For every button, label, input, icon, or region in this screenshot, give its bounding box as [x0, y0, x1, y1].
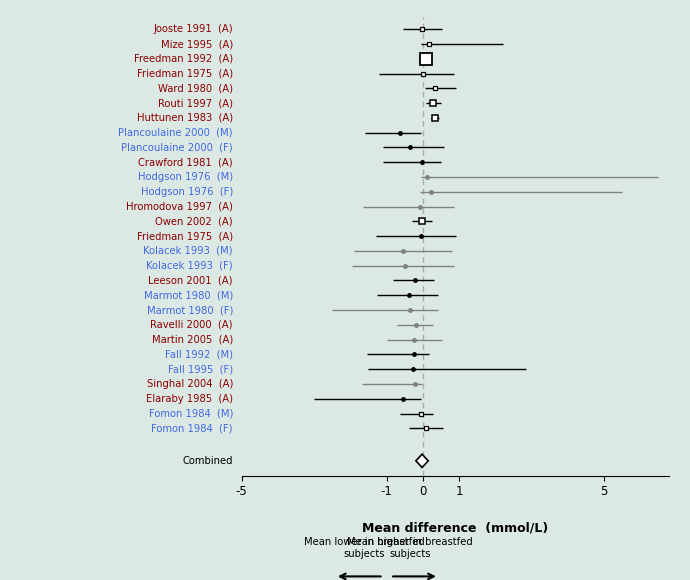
Text: Kolacek 1993  (F): Kolacek 1993 (F): [146, 261, 233, 271]
Text: Leeson 2001  (A): Leeson 2001 (A): [148, 276, 233, 285]
Text: Plancoulaine 2000  (M): Plancoulaine 2000 (M): [119, 128, 233, 137]
Text: Marmot 1980  (M): Marmot 1980 (M): [144, 290, 233, 300]
Text: Fomon 1984  (F): Fomon 1984 (F): [151, 423, 233, 433]
Text: Friedman 1975  (A): Friedman 1975 (A): [137, 231, 233, 241]
Text: Singhal 2004  (A): Singhal 2004 (A): [146, 379, 233, 389]
Text: Kolacek 1993  (M): Kolacek 1993 (M): [144, 246, 233, 256]
Text: Ravelli 2000  (A): Ravelli 2000 (A): [150, 320, 233, 330]
Text: Mean difference  (mmol/L): Mean difference (mmol/L): [362, 521, 549, 534]
Text: Freedman 1992  (A): Freedman 1992 (A): [134, 54, 233, 64]
Text: Combined: Combined: [182, 456, 233, 466]
Text: Crawford 1981  (A): Crawford 1981 (A): [138, 157, 233, 167]
Text: Huttunen 1983  (A): Huttunen 1983 (A): [137, 113, 233, 123]
Text: Mean higher in breastfed
subjects: Mean higher in breastfed subjects: [347, 538, 473, 559]
Text: Mize 1995  (A): Mize 1995 (A): [161, 39, 233, 49]
Text: Friedman 1975  (A): Friedman 1975 (A): [137, 68, 233, 78]
Text: Fall 1992  (M): Fall 1992 (M): [165, 349, 233, 360]
Text: Ward 1980  (A): Ward 1980 (A): [158, 84, 233, 93]
Text: Jooste 1991  (A): Jooste 1991 (A): [153, 24, 233, 34]
Text: Marmot 1980  (F): Marmot 1980 (F): [146, 305, 233, 315]
Text: Owen 2002  (A): Owen 2002 (A): [155, 216, 233, 226]
Text: Hromodova 1997  (A): Hromodova 1997 (A): [126, 202, 233, 212]
Text: Mean lower in breastfed
subjects: Mean lower in breastfed subjects: [304, 538, 424, 559]
Polygon shape: [416, 454, 428, 467]
Text: Fomon 1984  (M): Fomon 1984 (M): [148, 408, 233, 419]
Text: Hodgson 1976  (F): Hodgson 1976 (F): [141, 187, 233, 197]
Text: Plancoulaine 2000  (F): Plancoulaine 2000 (F): [121, 143, 233, 153]
Text: Martin 2005  (A): Martin 2005 (A): [152, 335, 233, 345]
Text: Elaraby 1985  (A): Elaraby 1985 (A): [146, 394, 233, 404]
Text: Hodgson 1976  (M): Hodgson 1976 (M): [138, 172, 233, 182]
Text: Routi 1997  (A): Routi 1997 (A): [158, 98, 233, 108]
Text: Fall 1995  (F): Fall 1995 (F): [168, 364, 233, 374]
